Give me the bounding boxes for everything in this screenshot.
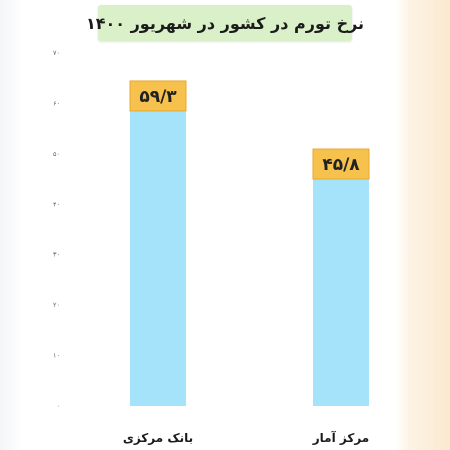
y-tick-label: ۰ xyxy=(57,402,61,410)
bar-value-label: ۴۵/۸ xyxy=(322,155,360,175)
y-tick-label: ۱۰ xyxy=(53,352,60,360)
y-tick-label: ۲۰ xyxy=(53,301,60,309)
bar xyxy=(313,175,369,406)
y-tick-label: ۷۰ xyxy=(53,49,60,57)
category-label: مرکز آمار xyxy=(312,430,369,445)
bar xyxy=(130,106,186,407)
y-tick-label: ۶۰ xyxy=(53,99,60,107)
bar-value-cap xyxy=(129,80,187,112)
chart-title-box: نرخ تورم در کشور در شهریور ۱۴۰۰ xyxy=(86,5,364,41)
y-tick-label: ۵۰ xyxy=(53,150,60,158)
y-tick-label: ۴۰ xyxy=(53,200,60,208)
y-tick-label: ۳۰ xyxy=(53,251,60,259)
bar-value-cap xyxy=(312,148,370,180)
category-label: بانک مرکزی xyxy=(123,431,193,445)
chart-title: نرخ تورم در کشور در شهریور ۱۴۰۰ xyxy=(85,13,365,33)
bar-value-label: ۵۹/۳ xyxy=(139,87,177,107)
